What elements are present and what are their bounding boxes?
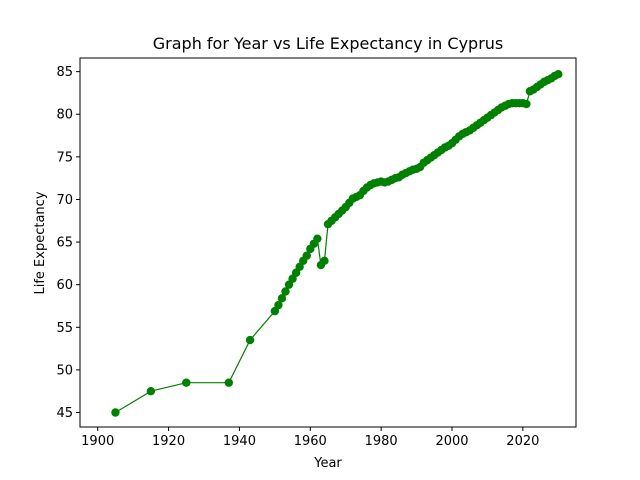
y-tick-label: 80 — [56, 108, 73, 123]
data-point — [522, 99, 531, 109]
x-axis-label: Year — [313, 456, 342, 471]
y-tick-label: 85 — [56, 65, 73, 80]
data-point — [245, 335, 255, 345]
chart-title: Graph for Year vs Life Expectancy in Cyp… — [153, 34, 504, 53]
y-tick-label: 50 — [56, 363, 73, 378]
data-point — [146, 387, 156, 396]
x-tick-label: 2000 — [435, 434, 468, 449]
x-tick-label: 1960 — [294, 434, 327, 449]
data-point — [281, 287, 290, 296]
y-axis: 45 50 55 60 65 70 75 80 85 — [56, 65, 80, 421]
x-tick-label: 1940 — [223, 434, 256, 449]
y-tick-label: 45 — [56, 406, 73, 421]
y-tick-label: 65 — [56, 236, 73, 251]
data-point — [182, 378, 191, 387]
data-point — [274, 300, 283, 310]
data-point — [320, 256, 329, 266]
y-tick-label: 60 — [56, 278, 73, 293]
data-point — [111, 408, 120, 417]
y-tick-label: 75 — [56, 150, 73, 165]
x-tick-label: 1920 — [152, 434, 185, 449]
x-axis: 1900 1920 1940 1960 1980 2000 2020 — [81, 427, 539, 449]
data-point — [313, 234, 322, 243]
y-axis-label: Life Expectancy — [33, 191, 48, 294]
y-tick-label: 70 — [56, 193, 73, 208]
y-tick-label: 55 — [56, 321, 73, 336]
data-point — [224, 378, 233, 387]
x-tick-label: 1900 — [81, 434, 114, 449]
data-point — [277, 294, 287, 303]
data-point — [554, 69, 563, 79]
data-point — [302, 251, 311, 260]
data-series — [111, 69, 563, 417]
x-tick-label: 1980 — [365, 434, 398, 449]
x-tick-label: 2020 — [506, 434, 539, 449]
